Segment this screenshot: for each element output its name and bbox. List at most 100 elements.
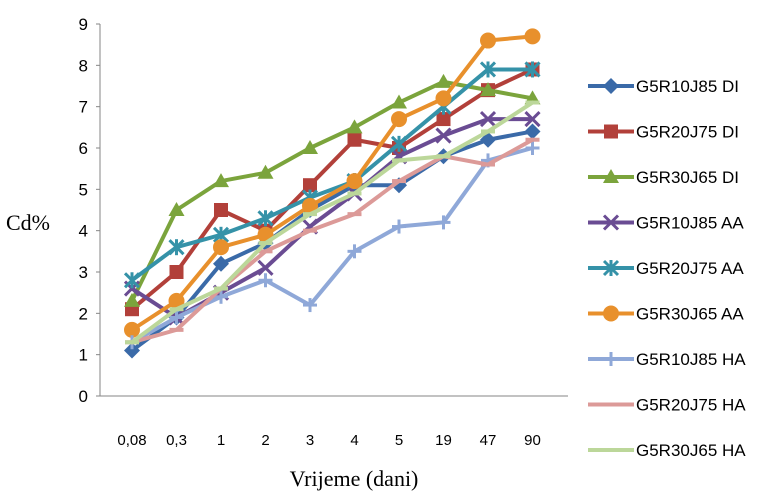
legend-item: G5R10J85 AA <box>588 214 744 233</box>
data-point <box>603 169 619 183</box>
data-point <box>302 140 318 154</box>
y-tick-label: 7 <box>79 98 88 117</box>
y-tick-labels: 0 1 2 3 4 5 6 7 8 9 <box>79 15 88 406</box>
legend: G5R10J85 DI G5R20J75 DI G5R30J65 DI G5R10J8… <box>588 77 746 460</box>
legend-label: G5R20J75 HA <box>636 396 746 415</box>
series-9 <box>125 100 540 345</box>
data-point <box>124 292 140 307</box>
data-point <box>603 78 619 94</box>
data-point <box>479 111 497 128</box>
x-tick-label: 3 <box>306 432 314 449</box>
legend-item: G5R10J85 DI <box>588 77 739 96</box>
data-point <box>525 141 540 155</box>
y-tick-label: 2 <box>79 304 88 323</box>
data-point <box>604 352 618 366</box>
data-point <box>346 173 363 190</box>
series-line <box>130 129 535 353</box>
legend-label: G5R30J65 AA <box>636 305 744 324</box>
data-point <box>435 127 452 144</box>
data-point <box>391 94 407 109</box>
y-tick-label: 3 <box>79 263 88 282</box>
data-point <box>258 273 273 288</box>
legend-item: G5R20J75 DI <box>588 123 739 142</box>
y-tick-label: 5 <box>79 180 88 199</box>
y-tick-label: 1 <box>79 346 88 365</box>
data-point <box>524 61 541 78</box>
data-point <box>303 178 317 193</box>
legend-label: G5R10J85 AA <box>636 214 744 233</box>
x-tick-label: 0,3 <box>166 432 187 449</box>
legend-label: G5R20J75 DI <box>636 123 739 142</box>
data-point <box>123 272 141 289</box>
data-point <box>169 265 184 279</box>
y-tick-label: 4 <box>79 222 88 241</box>
y-axis-label: Cd% <box>6 210 50 235</box>
legend-label: G5R10J85 DI <box>636 77 739 96</box>
data-point <box>480 32 496 49</box>
series-line <box>130 100 535 345</box>
legend-item: G5R10J85 HA <box>588 350 746 369</box>
data-point <box>435 90 452 107</box>
data-point <box>435 73 452 88</box>
data-point <box>168 202 185 216</box>
x-tick-label: 2 <box>261 432 269 449</box>
series-line <box>130 137 535 345</box>
series-lines <box>123 28 541 359</box>
x-tick-label: 19 <box>435 432 452 449</box>
data-point <box>479 61 497 78</box>
series-line <box>130 34 535 332</box>
legend-label: G5R20J75 AA <box>636 259 744 278</box>
data-point <box>436 215 451 230</box>
legend-item: G5R30J65 DI <box>588 168 739 187</box>
data-point <box>257 164 274 179</box>
legend-item: G5R20J75 AA <box>588 259 744 278</box>
data-point <box>214 203 228 217</box>
data-point <box>169 310 184 325</box>
y-tick-label: 0 <box>79 387 88 406</box>
legend-label: G5R30J65 DI <box>636 168 739 187</box>
data-point <box>213 255 229 272</box>
x-tick-labels: 0,08 0,3 1 2 3 4 5 19 47 90 <box>117 432 540 449</box>
axes <box>96 23 568 397</box>
legend-label: G5R30J65 HA <box>636 441 746 460</box>
data-point <box>390 135 408 152</box>
data-point <box>524 28 541 45</box>
data-point <box>604 124 618 139</box>
data-point <box>168 292 185 309</box>
data-point <box>303 298 317 313</box>
data-point <box>603 305 619 322</box>
legend-item: G5R30J65 AA <box>588 305 744 324</box>
legend-label: G5R10J85 HA <box>636 350 746 369</box>
legend-item: G5R30J65 HA <box>588 441 746 460</box>
data-point <box>391 111 407 128</box>
data-point <box>214 289 228 304</box>
data-point <box>524 111 541 128</box>
data-point <box>602 214 620 231</box>
x-tick-label: 47 <box>480 432 497 449</box>
x-tick-label: 4 <box>350 432 358 449</box>
data-point <box>436 112 451 127</box>
legend-item: G5R20J75 HA <box>588 396 746 415</box>
data-point <box>480 82 496 97</box>
data-point <box>168 239 185 256</box>
data-point <box>257 259 274 276</box>
data-point <box>302 197 318 214</box>
y-tick-label: 6 <box>79 139 88 158</box>
data-point <box>602 259 620 277</box>
x-tick-label: 5 <box>395 432 403 449</box>
x-tick-label: 1 <box>217 432 225 449</box>
y-tick-label: 8 <box>79 56 88 75</box>
data-point <box>124 342 140 359</box>
data-point <box>347 244 362 259</box>
data-point <box>392 219 406 234</box>
series-line <box>130 117 535 320</box>
data-point <box>257 210 274 227</box>
y-tick-label: 9 <box>79 15 88 34</box>
x-axis-label: Vrijeme (dani) <box>290 466 419 491</box>
x-tick-label: 90 <box>524 432 541 449</box>
data-point <box>213 173 229 188</box>
x-tick-label: 0,08 <box>117 432 146 449</box>
data-point <box>347 132 362 147</box>
data-point <box>346 119 363 134</box>
